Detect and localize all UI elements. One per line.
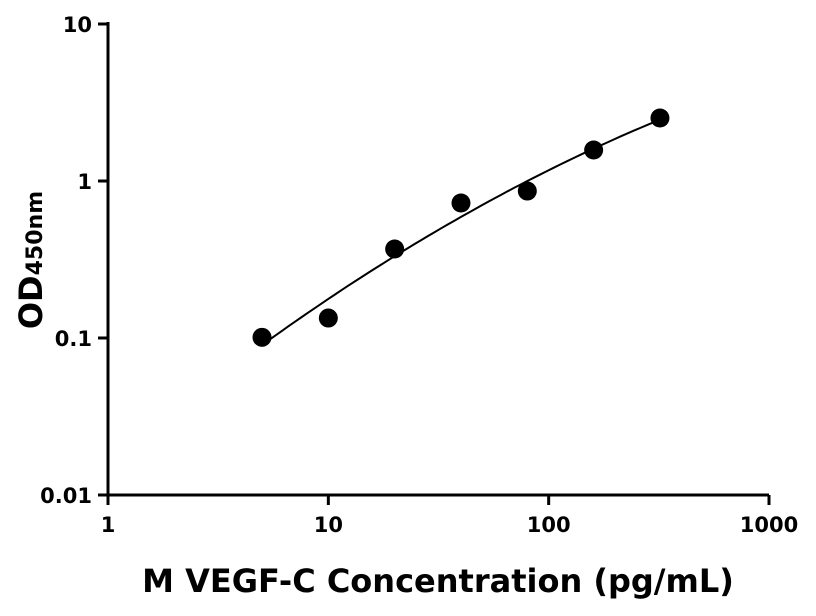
data-point	[318, 308, 338, 328]
y-tick-label: 0.1	[55, 327, 92, 351]
data-point	[451, 193, 471, 213]
data-point	[385, 239, 405, 259]
x-axis-label: M VEGF-C Concentration (pg/mL)	[142, 562, 734, 600]
data-point	[517, 181, 537, 201]
x-tick-label: 10	[314, 513, 343, 537]
y-tick-label: 1	[77, 170, 92, 194]
y-axis-label: OD450nm	[12, 191, 50, 329]
data-point	[650, 108, 670, 128]
y-tick-label: 0.01	[40, 484, 92, 508]
x-tick-label: 100	[527, 513, 571, 537]
y-tick-label: 10	[63, 13, 92, 37]
data-point	[252, 327, 272, 347]
data-point	[584, 140, 604, 160]
data-points	[252, 108, 670, 347]
axes: 1 10 100 1000 0.01 0.1 1 10	[40, 13, 798, 537]
x-tick-label: 1	[101, 513, 116, 537]
x-tick-label: 1000	[740, 513, 798, 537]
